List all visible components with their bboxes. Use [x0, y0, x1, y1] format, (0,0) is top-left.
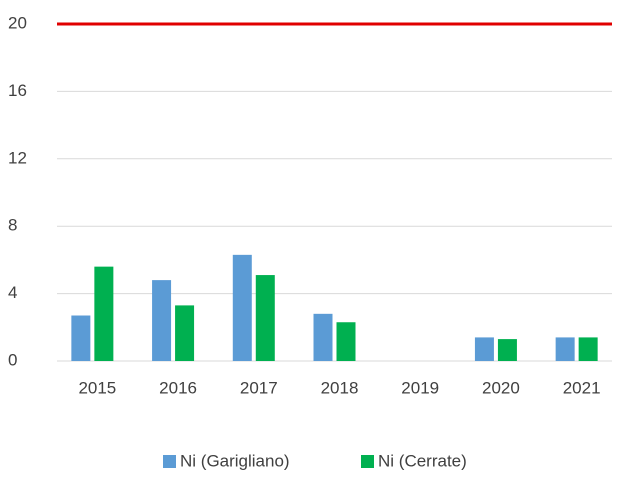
- x-tick-label: 2020: [482, 378, 520, 397]
- x-tick-label: 2016: [159, 378, 197, 397]
- bar: [578, 337, 598, 361]
- legend-swatch: [361, 455, 374, 468]
- bar: [336, 322, 356, 361]
- bar: [555, 337, 575, 361]
- y-tick-label: 4: [8, 283, 17, 302]
- bar: [232, 254, 252, 361]
- bar: [474, 337, 494, 361]
- bar: [175, 305, 195, 361]
- y-tick-label: 12: [8, 148, 27, 167]
- legend-label: Ni (Garigliano): [180, 451, 290, 470]
- y-tick-label: 0: [8, 350, 17, 369]
- bar: [497, 339, 517, 361]
- y-tick-label: 8: [8, 216, 17, 235]
- bar: [94, 266, 114, 361]
- bar: [71, 315, 91, 361]
- bar: [152, 280, 172, 361]
- x-tick-label: 2015: [78, 378, 116, 397]
- legend-label: Ni (Cerrate): [378, 451, 467, 470]
- x-tick-label: 2017: [240, 378, 278, 397]
- x-tick-label: 2019: [401, 378, 439, 397]
- bar: [313, 313, 333, 361]
- x-tick-label: 2018: [321, 378, 359, 397]
- y-tick-label: 20: [8, 13, 27, 32]
- y-tick-label: 16: [8, 81, 27, 100]
- x-tick-label: 2021: [563, 378, 601, 397]
- bar: [255, 275, 275, 361]
- legend-swatch: [163, 455, 176, 468]
